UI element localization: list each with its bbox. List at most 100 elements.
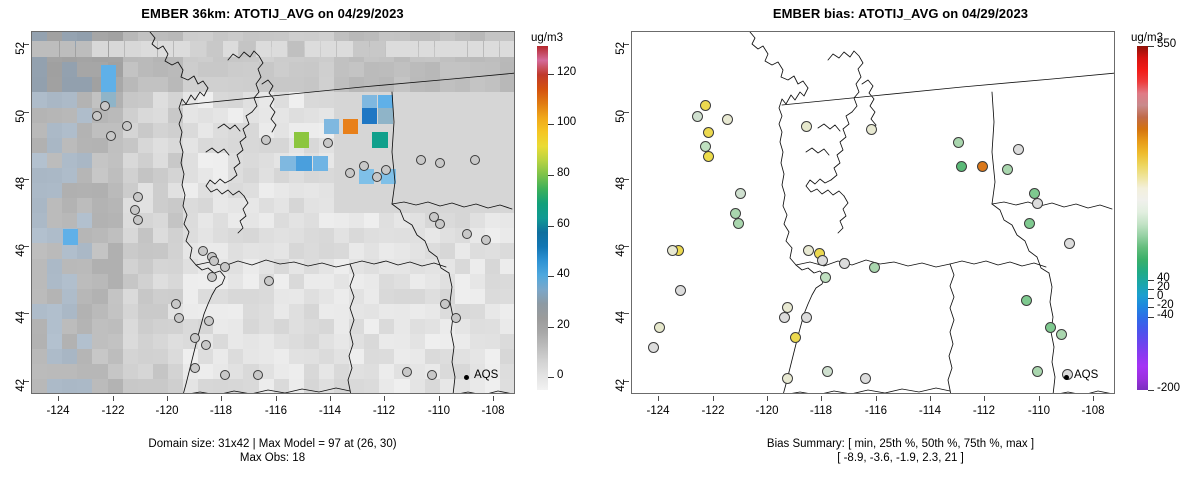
observation-site-marker (429, 211, 440, 222)
model-grid-cell (32, 273, 48, 290)
y-axis-label: 50 (15, 110, 27, 123)
model-grid-cell-highlight (288, 41, 304, 57)
model-grid-cell (62, 107, 78, 124)
model-grid-cell (77, 198, 93, 214)
model-grid-cell (213, 167, 229, 184)
map-boundary-line (805, 147, 830, 156)
model-grid-cell-highlight (500, 41, 514, 57)
model-grid-cell (334, 92, 350, 109)
model-grid-cell (32, 107, 48, 124)
model-grid-cell (485, 258, 501, 275)
model-grid-cell (228, 379, 244, 393)
model-grid-cell (379, 198, 395, 214)
model-grid-cell (213, 243, 229, 260)
model-grid-cell (167, 318, 184, 335)
model-grid-cell (303, 183, 320, 199)
model-grid-cell (273, 243, 290, 260)
model-grid-cell (77, 107, 93, 124)
map-boundary-line (183, 264, 226, 393)
model-grid-cell (288, 198, 305, 214)
model-grid-cell (288, 288, 305, 305)
y-axis-label: 44 (15, 311, 27, 324)
model-grid-cell (198, 107, 214, 124)
model-grid-cell (334, 364, 350, 380)
model-grid-cell (198, 152, 214, 169)
model-grid-cell (243, 77, 260, 93)
model-grid-cell (107, 137, 124, 154)
model-grid-cell (288, 183, 305, 199)
model-grid-cell (152, 92, 169, 109)
model-grid-cell (318, 198, 335, 214)
model-grid-cell (152, 62, 169, 78)
colorbar-tick-label: -40 (1157, 309, 1174, 321)
model-grid-cell (409, 228, 426, 244)
model-grid-cell (334, 334, 350, 350)
model-grid-cell (243, 167, 260, 184)
model-grid-cell-highlight (190, 41, 206, 57)
observation-site-marker (122, 121, 133, 132)
model-grid-cell (409, 122, 426, 139)
model-grid-cell (288, 213, 305, 229)
model-grid-cell (288, 77, 305, 93)
model-grid-cell (409, 258, 426, 275)
model-grid-cell-highlight (323, 118, 340, 135)
x-axis-label: -116 (864, 405, 888, 417)
model-grid-cell (47, 334, 63, 350)
model-grid-cell (469, 213, 486, 229)
map-boundary-line (391, 91, 396, 205)
model-grid-cell (137, 303, 154, 320)
model-grid-cell (364, 318, 380, 335)
model-grid-cell (318, 364, 335, 380)
model-grid-cell (137, 379, 154, 393)
model-grid-cell (454, 273, 471, 290)
x-axis-tick (439, 396, 440, 401)
colorbar-tick (1148, 298, 1154, 299)
model-grid-cell (228, 62, 244, 78)
model-grid-cell (349, 137, 365, 154)
observation-site-marker (252, 369, 263, 380)
model-grid-cell-highlight (467, 41, 484, 57)
model-grid-cell-highlight (59, 41, 76, 57)
map-boundary-line (149, 32, 209, 89)
model-grid-cell (409, 243, 426, 260)
model-grid-cell (273, 77, 290, 93)
model-grid-cell (349, 243, 365, 260)
model-grid-cell (47, 107, 63, 124)
model-grid-cell (485, 243, 501, 260)
model-grid-cell-highlight (312, 155, 329, 172)
x-axis-tick (930, 396, 931, 401)
model-grid-cell (379, 273, 395, 290)
model-grid-cell (454, 379, 471, 393)
model-grid-cell (152, 379, 169, 393)
model-grid-cell (92, 167, 109, 184)
model-grid-cell (318, 334, 335, 350)
model-grid-cell (379, 288, 395, 305)
model-grid-cell (62, 122, 78, 139)
model-grid-cell (500, 243, 514, 260)
colorbar-tick-label: 0 (557, 369, 564, 381)
x-axis-tick (330, 396, 331, 401)
model-grid-cell (198, 228, 214, 244)
model-grid-cell (92, 213, 109, 229)
model-grid-cell-highlight (92, 41, 108, 57)
observation-site-marker (133, 191, 143, 202)
model-grid-cell (485, 77, 501, 93)
model-grid-cell (500, 349, 514, 365)
model-grid-cell-highlight (386, 41, 402, 57)
model-grid-cell (288, 62, 305, 78)
model-grid-cell (183, 228, 199, 244)
model-grid-cell (273, 273, 290, 290)
model-grid-cell (167, 92, 184, 109)
model-grid-cell (394, 349, 411, 365)
colorbar-tick-label: -200 (1157, 382, 1181, 394)
model-grid-cell (107, 258, 124, 275)
model-grid-cell (334, 137, 350, 154)
map-boundary-line (230, 111, 253, 181)
left-map-vectors (149, 32, 514, 393)
model-grid-cell (394, 122, 411, 139)
model-grid-cell-highlight (418, 41, 435, 57)
model-grid-cell (107, 228, 124, 244)
observation-site-marker (190, 332, 201, 343)
map-boundary-line (805, 178, 845, 197)
model-grid-cell (77, 258, 93, 275)
